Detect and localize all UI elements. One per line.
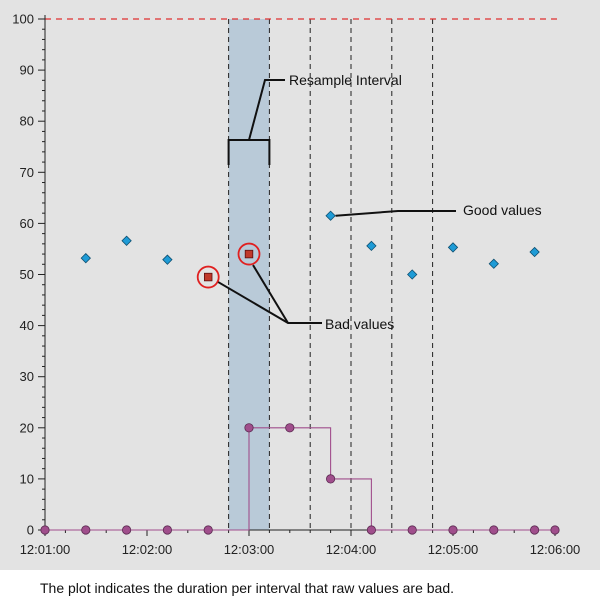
resample-interval-leader xyxy=(248,79,285,141)
duration-point xyxy=(366,525,376,535)
chart-figure: 0 10 20 30 40 50 60 70 80 90 100 12:01:00 12:02:00 12… xyxy=(0,0,600,570)
duration-point xyxy=(244,423,254,433)
y-tick-label: 40 xyxy=(20,318,34,333)
chart-svg: 0 10 20 30 40 50 60 70 80 90 100 12:01:00 12:02:00 12… xyxy=(12,12,581,558)
annotation-good-values: Good values xyxy=(463,202,542,218)
y-tick-label: 0 xyxy=(27,523,34,538)
x-tick-label: 12:03:00 xyxy=(224,542,275,557)
y-tick-label: 30 xyxy=(20,369,34,384)
duration-step-line xyxy=(45,427,555,531)
duration-point xyxy=(162,525,172,535)
y-tick-label: 20 xyxy=(20,420,34,435)
duration-point xyxy=(529,525,540,535)
good-value-point xyxy=(488,258,499,269)
y-tick-label: 70 xyxy=(20,165,34,180)
good-value-point xyxy=(366,240,377,252)
good-value-point xyxy=(162,254,173,265)
good-values-leader xyxy=(335,210,456,217)
x-tick-label: 12:04:00 xyxy=(326,542,377,557)
good-value-point xyxy=(121,235,132,246)
duration-point xyxy=(550,525,560,535)
x-tick-label: 12:01:00 xyxy=(20,542,71,557)
annotation-resample-interval: Resample Interval xyxy=(289,72,402,88)
bad-value-highlight-circle xyxy=(237,242,261,266)
chart-caption: The plot indicates the duration per inte… xyxy=(40,580,455,596)
good-value-point xyxy=(80,252,91,264)
duration-point xyxy=(40,525,50,535)
duration-point xyxy=(81,525,91,535)
good-value-point xyxy=(325,210,336,221)
bad-values-leader-2 xyxy=(252,264,289,324)
good-value-point xyxy=(529,246,540,258)
duration-point xyxy=(203,525,213,535)
good-value-point xyxy=(447,242,459,253)
y-tick-label: 50 xyxy=(20,267,34,282)
bad-value-point xyxy=(203,272,213,282)
y-tick-label: 100 xyxy=(12,12,34,27)
bad-value-point xyxy=(244,249,254,259)
duration-point xyxy=(325,474,336,484)
y-tick-label: 60 xyxy=(20,216,34,231)
annotation-bad-values: Bad values xyxy=(325,316,394,332)
duration-point xyxy=(407,525,417,535)
bad-value-highlight-circle xyxy=(196,265,220,289)
y-tick-label: 90 xyxy=(20,63,34,78)
duration-point xyxy=(448,525,458,535)
duration-point xyxy=(285,423,295,433)
y-tick-label: 10 xyxy=(20,471,34,486)
good-value-point xyxy=(407,269,418,280)
duration-point xyxy=(489,525,499,535)
x-tick-label: 12:02:00 xyxy=(122,542,173,557)
y-tick-label: 80 xyxy=(20,114,34,129)
duration-point xyxy=(122,525,132,535)
x-tick-label: 12:06:00 xyxy=(530,542,581,557)
x-tick-label: 12:05:00 xyxy=(428,542,479,557)
